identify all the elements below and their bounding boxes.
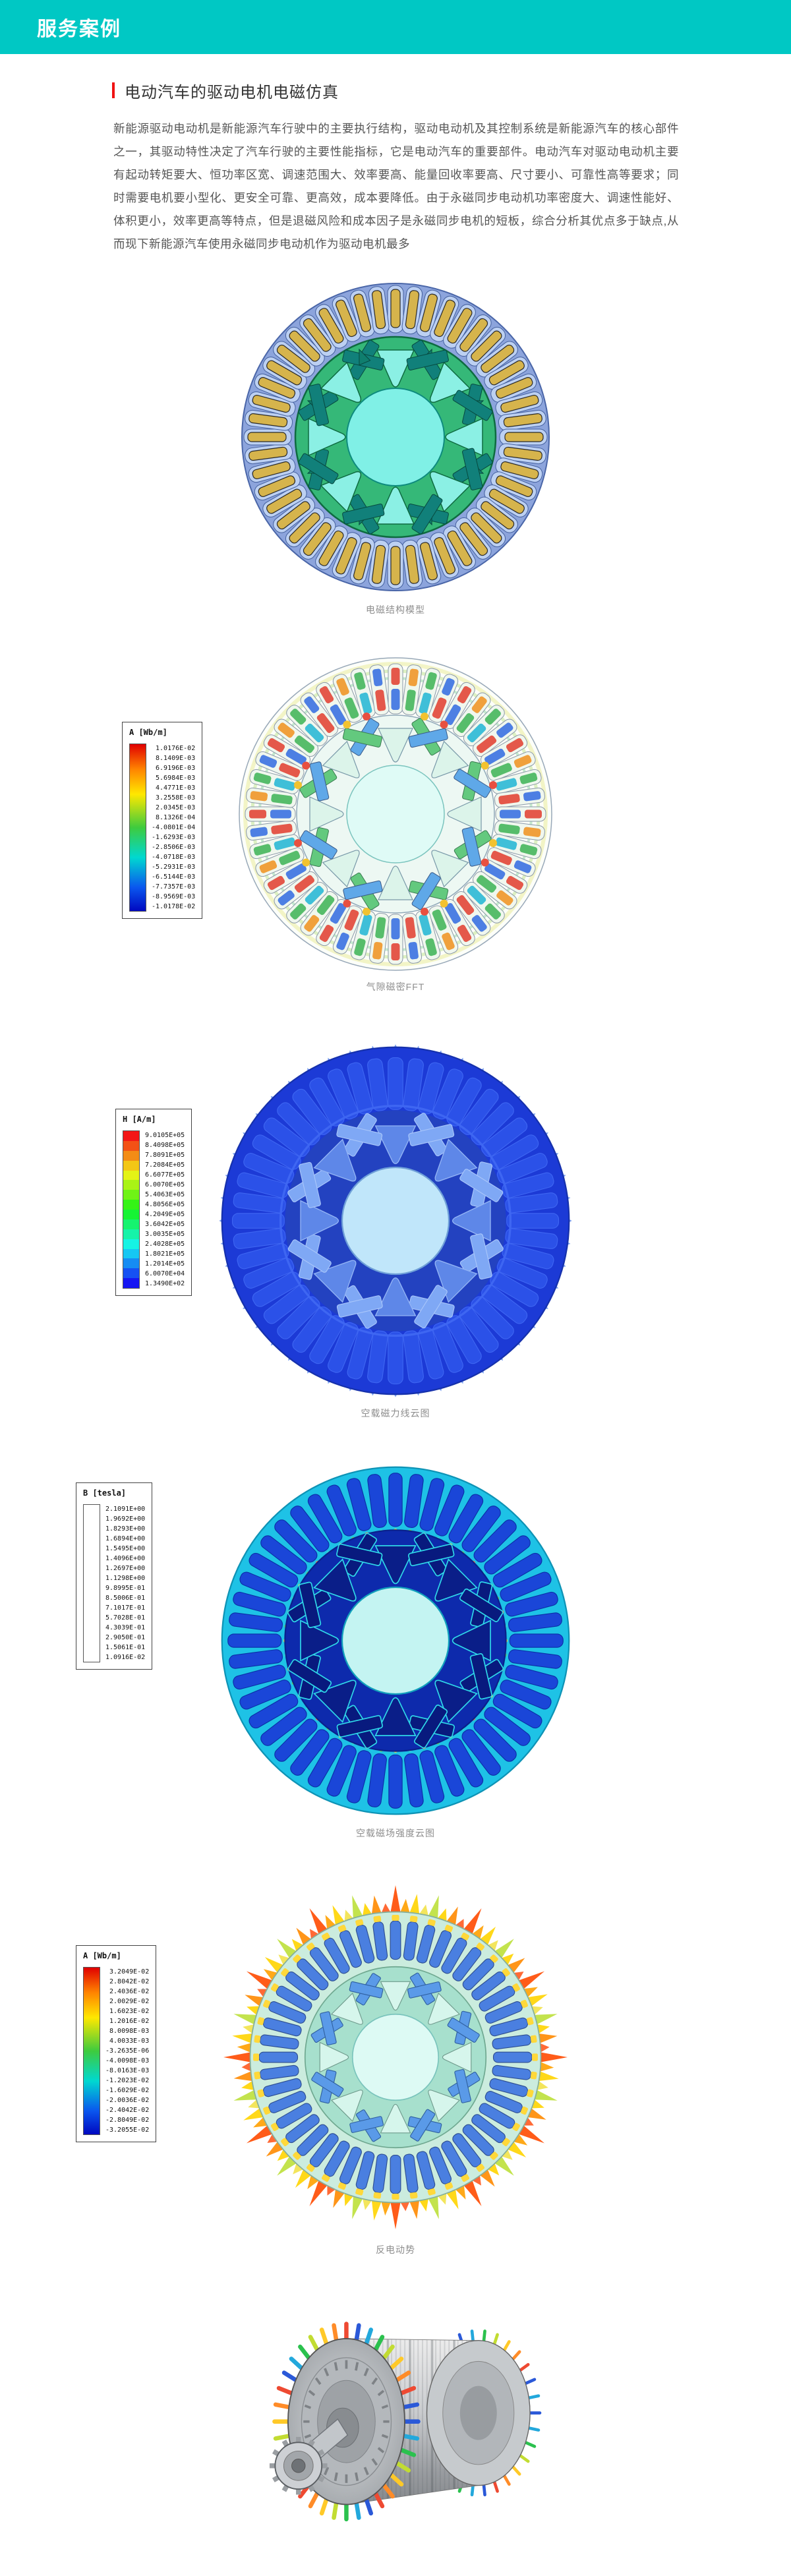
figure-back-emf: A [Wb/m] 3.2049E-02 2.8042E-02 2.4036E-02 2… xyxy=(0,1879,791,2256)
figure-airgap-flux-density-fft: A [Wb/m] 1.0176E-02 8.1409E-03 6.9196E-03 5… xyxy=(0,656,791,993)
legend-title: B [tesla] xyxy=(83,1488,127,1498)
back-emf-plot-image xyxy=(223,1885,568,2229)
legend-title: H [A/m] xyxy=(123,1115,156,1124)
article-paragraph: 新能源驱动电动机是新能源汽车行驶中的主要执行结构，驱动电动机及其控制系统是新能源… xyxy=(113,122,679,250)
field-strength-plot-image xyxy=(221,1466,570,1815)
title-accent-bar xyxy=(112,82,115,98)
page-header-title: 服务案例 xyxy=(37,18,121,40)
page-header: 服务案例 xyxy=(0,0,791,54)
legend-values: 2.1091E+00 1.9692E+00 1.8293E+00 1.6894E+00… xyxy=(105,1506,146,1661)
article-title-row: 电动汽车的驱动电机电磁仿真 xyxy=(112,80,791,102)
legend-values: 3.2049E-02 2.8042E-02 2.4036E-02 2.0029E-02… xyxy=(105,1968,150,2134)
figure-caption: 空载磁场强度云图 xyxy=(356,1828,435,1838)
figure-no-load-field-strength: B [tesla] 2.1091E+00 1.9692E+00 1.8293E+00… xyxy=(0,1463,791,1840)
figure-caption: 电磁结构模型 xyxy=(366,604,425,615)
figure-no-load-flux-lines: H [A/m] 9.0105E+05 8.4098E+05 7.8091E+05 7.… xyxy=(0,1043,791,1420)
article-title: 电动汽车的驱动电机电磁仿真 xyxy=(125,83,339,102)
colorbar-legend: A [Wb/m] 3.2049E-02 2.8042E-02 2.4036E-02 2… xyxy=(76,1945,157,2142)
legend-values: 1.0176E-02 8.1409E-03 6.9196E-03 5.6984E-03… xyxy=(152,745,196,910)
legend-colorbar xyxy=(123,1130,140,1289)
figure-electromagnetic-structure-model: 电磁结构模型 xyxy=(0,279,791,616)
motor-cross-section-image xyxy=(241,283,550,591)
colorbar-legend: H [A/m] 9.0105E+05 8.4098E+05 7.8091E+05 7.… xyxy=(115,1109,192,1296)
motor-3d-image xyxy=(269,2322,542,2522)
article: 电动汽车的驱动电机电磁仿真 新能源驱动电动机是新能源汽车行驶中的主要执行结构，驱… xyxy=(0,80,791,2576)
legend-title: A [Wb/m] xyxy=(129,728,167,737)
legend-colorbar xyxy=(83,1967,100,2135)
legend-values: 9.0105E+05 8.4098E+05 7.8091E+05 7.2084E+05… xyxy=(145,1132,185,1287)
flux-lines-plot-image xyxy=(219,1044,572,1397)
figure-caption: 空载磁力线云图 xyxy=(361,1408,430,1419)
colorbar-legend: A [Wb/m] 1.0176E-02 8.1409E-03 6.9196E-03 5… xyxy=(122,722,203,919)
legend-title: A [Wb/m] xyxy=(83,1951,121,1960)
legend-colorbar xyxy=(129,744,146,912)
colorbar-legend: B [tesla] 2.1091E+00 1.9692E+00 1.8293E+00… xyxy=(76,1482,153,1670)
figure-caption: 反电动势 xyxy=(376,2244,415,2255)
figure-caption: 气隙磁密FFT xyxy=(366,981,425,992)
flux-density-plot-image xyxy=(239,657,552,971)
legend-colorbar xyxy=(83,1504,100,1662)
figure-motor-3d-render xyxy=(0,2293,791,2563)
